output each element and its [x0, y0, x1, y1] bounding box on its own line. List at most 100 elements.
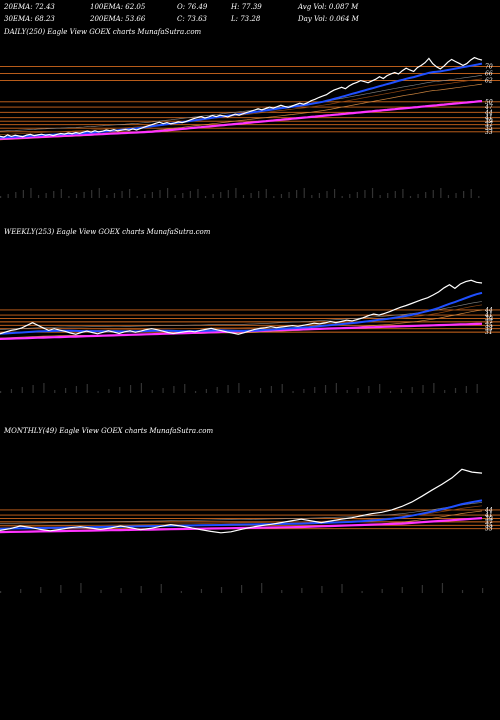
- volume-bar: [357, 388, 359, 393]
- volume-bar: [394, 191, 396, 198]
- ema200-line: [0, 517, 483, 534]
- volume-bar: [433, 383, 435, 393]
- volume-bar: [100, 590, 102, 593]
- volume-bar: [166, 188, 169, 198]
- price-line: [0, 56, 483, 138]
- price-line: [0, 468, 483, 534]
- volume-bar: [108, 389, 110, 393]
- volume-bar: [80, 583, 82, 593]
- level-label: 37: [485, 122, 493, 129]
- volume-bar: [119, 387, 121, 393]
- daily-panel-title: DAILY(250) Eagle View GOEX charts Munafa…: [4, 28, 202, 36]
- volume-bar: [476, 384, 478, 393]
- volume-bar: [0, 391, 2, 393]
- volume-bar: [411, 387, 413, 393]
- level-label: 35: [485, 322, 493, 329]
- volume-bar: [409, 196, 412, 198]
- stat-high: H: 77.39: [231, 3, 262, 11]
- volume-bar: [204, 196, 207, 198]
- volume-bar: [205, 389, 207, 393]
- stat-open: O: 76.49: [177, 3, 208, 11]
- volume-bar: [235, 188, 237, 198]
- volume-bar: [280, 194, 283, 198]
- level-label: 47: [484, 104, 493, 111]
- price-line: [0, 279, 483, 335]
- level-label: 44: [484, 109, 493, 116]
- volume-bar: [371, 188, 374, 198]
- stat-close: C: 73.63: [177, 15, 207, 23]
- volume-bar: [265, 189, 267, 198]
- stat-low: L: 73.28: [231, 15, 261, 23]
- level-label: 39: [485, 515, 493, 522]
- volume-bar: [432, 190, 434, 198]
- volume-bar: [83, 192, 85, 198]
- volume-bar: [15, 192, 17, 198]
- volume-bar: [0, 196, 2, 198]
- volume-bar: [454, 388, 457, 393]
- volume-bar: [151, 192, 154, 198]
- volume-bar: [0, 591, 2, 593]
- volume-bar: [250, 193, 252, 198]
- volume-bar: [341, 196, 343, 198]
- volume-bar: [321, 586, 323, 593]
- volume-bar: [75, 386, 78, 393]
- volume-bar: [227, 385, 229, 393]
- volume-bar: [68, 196, 70, 198]
- volume-bar: [194, 391, 197, 393]
- level-label: 50: [485, 99, 493, 106]
- level-label: 33: [485, 526, 493, 533]
- volume-bar: [184, 384, 186, 393]
- stat-20ema: 20EMA: 72.43: [4, 3, 55, 11]
- volume-bar: [379, 195, 381, 198]
- stat-200ema: 200EMA: 53.66: [90, 15, 146, 23]
- volume-bar: [189, 191, 191, 198]
- level-label: 33: [485, 129, 493, 136]
- volume-bar: [43, 383, 45, 393]
- volume-bar: [335, 383, 337, 393]
- volume-bar: [159, 190, 161, 198]
- volume-bar: [417, 194, 419, 198]
- volume-bar: [400, 389, 402, 393]
- stat-100ema: 100EMA: 62.05: [90, 3, 146, 11]
- stat-day-vol: Day Vol: 0.064 M: [298, 15, 359, 23]
- volume-bar: [463, 191, 465, 198]
- weekly-panel-title: WEEKLY(253) Eagle View GOEX charts Munaf…: [4, 228, 211, 236]
- volume-bar: [281, 384, 283, 393]
- volume-bar: [273, 196, 275, 198]
- volume-bar: [455, 193, 457, 198]
- volume-bar: [249, 390, 251, 393]
- volume-bar: [447, 195, 450, 198]
- level-label: 33: [485, 326, 493, 333]
- volume-bar: [22, 190, 24, 198]
- volume-bar: [326, 191, 328, 198]
- volume-bar: [292, 391, 294, 393]
- volume-bar: [7, 194, 9, 198]
- volume-bar: [303, 389, 305, 393]
- volume-bar: [144, 194, 146, 198]
- volume-bar: [425, 192, 427, 198]
- volume-bar: [60, 189, 62, 198]
- stat-avg-vol: Avg Vol: 0.087 M: [298, 3, 359, 11]
- volume-bar: [97, 391, 99, 393]
- volume-bar: [387, 193, 389, 198]
- volume-bar: [10, 389, 13, 393]
- volume-bar: [106, 195, 108, 198]
- volume-bar: [227, 190, 229, 198]
- volume-bar: [21, 387, 23, 393]
- volume-bar: [129, 385, 132, 393]
- volume-bar: [220, 192, 222, 198]
- volume-bar: [140, 383, 143, 393]
- volume-bar: [136, 196, 138, 198]
- volume-bar: [349, 194, 351, 198]
- volume-bar: [296, 190, 298, 198]
- volume-bar: [64, 388, 67, 393]
- volume-bar: [37, 195, 40, 198]
- volume-bar: [220, 587, 223, 593]
- volume-bar: [281, 590, 283, 593]
- volume-bar: [121, 191, 123, 198]
- level-label: 41: [484, 312, 493, 319]
- level-label: 44: [484, 507, 493, 514]
- volume-bar: [86, 384, 88, 393]
